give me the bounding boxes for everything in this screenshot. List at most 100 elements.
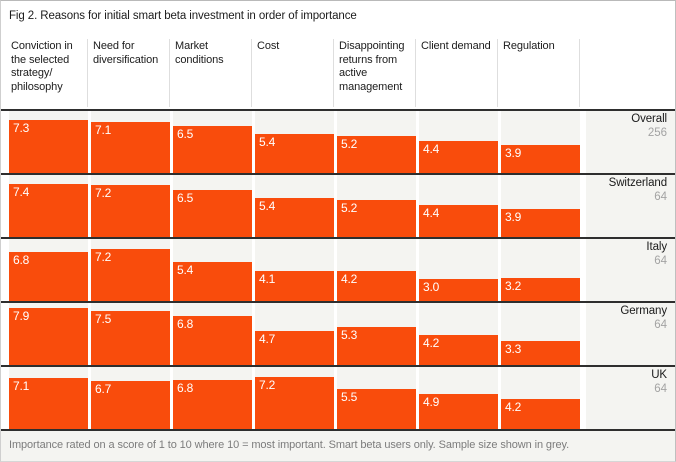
cell-background: 7.1 — [91, 111, 170, 173]
row-sample-size: 64 — [654, 319, 667, 331]
cell-background: 5.4 — [173, 239, 252, 301]
cell: 5.4 — [255, 111, 337, 173]
cell-background: 5.2 — [337, 175, 416, 237]
bar-germany-col2: 6.8 — [173, 316, 252, 365]
cell: 7.2 — [91, 239, 173, 301]
bar-value-label: 4.1 — [259, 272, 276, 286]
cell: 4.1 — [255, 239, 337, 301]
cell: 3.2 — [501, 239, 583, 301]
header-label-spacer — [583, 39, 675, 109]
cell: 3.9 — [501, 111, 583, 173]
bar-overall-col3: 5.4 — [255, 134, 334, 173]
bar-value-label: 7.9 — [13, 309, 30, 323]
bar-value-label: 3.9 — [505, 146, 522, 160]
cell: 5.4 — [173, 239, 255, 301]
cell-background: 6.7 — [91, 367, 170, 429]
bar-value-label: 5.5 — [341, 390, 358, 404]
cell: 4.2 — [501, 367, 583, 429]
bar-value-label: 6.5 — [177, 191, 194, 205]
cell: 6.8 — [173, 303, 255, 365]
cell: 7.4 — [9, 175, 91, 237]
row-label: Italy — [646, 241, 667, 253]
column-header-5: Client demand — [419, 39, 501, 109]
bar-overall-col4: 5.2 — [337, 136, 416, 173]
bar-switzerland-col1: 7.2 — [91, 185, 170, 237]
row-label: UK — [651, 369, 667, 381]
bar-switzerland-col5: 4.4 — [419, 205, 498, 237]
bar-value-label: 4.4 — [423, 206, 440, 220]
bar-italy-col4: 4.2 — [337, 271, 416, 301]
bar-value-label: 7.1 — [95, 123, 112, 137]
row-label: Germany — [620, 305, 667, 317]
cell-background: 7.2 — [91, 239, 170, 301]
cell: 3.3 — [501, 303, 583, 365]
row-label-cell: Italy 64 — [586, 239, 675, 301]
row-label-cell: UK 64 — [586, 367, 675, 429]
cell-background: 7.2 — [91, 175, 170, 237]
cell-background: 5.4 — [255, 111, 334, 173]
cell-background: 5.4 — [255, 175, 334, 237]
bar-value-label: 6.8 — [177, 317, 194, 331]
cell-background: 4.2 — [337, 239, 416, 301]
column-header-label: Regulation — [501, 39, 580, 107]
row-sample-size: 64 — [654, 191, 667, 203]
cell: 4.4 — [419, 175, 501, 237]
cell-background: 5.5 — [337, 367, 416, 429]
cell: 6.8 — [9, 239, 91, 301]
bar-value-label: 3.9 — [505, 210, 522, 224]
cell-background: 5.3 — [337, 303, 416, 365]
cell-background: 4.4 — [419, 111, 498, 173]
bar-value-label: 7.2 — [259, 378, 276, 392]
column-header-2: Market conditions — [173, 39, 255, 109]
bar-italy-col1: 7.2 — [91, 249, 170, 301]
cell-background: 7.2 — [255, 367, 334, 429]
cell-background: 4.2 — [419, 303, 498, 365]
bar-germany-col3: 4.7 — [255, 331, 334, 365]
column-header-label: Cost — [255, 39, 334, 107]
row-uk: 7.1 6.7 6.8 7.2 5.5 4.9 4.2 UK 64 — [1, 365, 675, 429]
cell-background: 3.0 — [419, 239, 498, 301]
bar-value-label: 5.4 — [177, 263, 194, 277]
bar-value-label: 7.1 — [13, 379, 30, 393]
column-header-0: Conviction in the selected strategy/ phi… — [9, 39, 91, 109]
cell: 4.2 — [337, 239, 419, 301]
bar-value-label: 7.2 — [95, 186, 112, 200]
bar-germany-col6: 3.3 — [501, 341, 580, 365]
cell-background: 6.8 — [173, 367, 252, 429]
bar-italy-col6: 3.2 — [501, 278, 580, 301]
bar-switzerland-col6: 3.9 — [501, 209, 580, 237]
cell: 5.5 — [337, 367, 419, 429]
label-gutter — [583, 175, 586, 237]
cell: 7.2 — [255, 367, 337, 429]
cell: 5.2 — [337, 175, 419, 237]
cell-background: 3.2 — [501, 239, 580, 301]
bar-value-label: 5.4 — [259, 199, 276, 213]
cell-background: 7.5 — [91, 303, 170, 365]
chart-rows: 7.3 7.1 6.5 5.4 5.2 4.4 3.9 Overall 256 7.4 7.2 6.5… — [1, 109, 675, 429]
label-gutter — [583, 239, 586, 301]
bar-value-label: 6.8 — [13, 253, 30, 267]
cell-background: 6.5 — [173, 111, 252, 173]
cell: 6.5 — [173, 175, 255, 237]
bar-value-label: 7.4 — [13, 185, 30, 199]
row-sample-size: 256 — [647, 127, 667, 139]
cell-background: 4.7 — [255, 303, 334, 365]
bar-value-label: 3.0 — [423, 280, 440, 294]
bar-value-label: 6.5 — [177, 127, 194, 141]
bar-uk-col1: 6.7 — [91, 381, 170, 429]
bar-value-label: 7.5 — [95, 312, 112, 326]
bar-switzerland-col0: 7.4 — [9, 184, 88, 237]
column-header-label: Disappointing returns from active manage… — [337, 39, 416, 107]
bar-value-label: 5.3 — [341, 328, 358, 342]
bar-uk-col0: 7.1 — [9, 378, 88, 429]
cell-background: 7.3 — [9, 111, 88, 173]
bar-value-label: 4.2 — [341, 272, 358, 286]
cell: 7.3 — [9, 111, 91, 173]
bar-italy-col5: 3.0 — [419, 279, 498, 301]
bar-value-label: 3.2 — [505, 279, 522, 293]
column-header-4: Disappointing returns from active manage… — [337, 39, 419, 109]
bar-switzerland-col4: 5.2 — [337, 200, 416, 237]
label-gutter — [583, 111, 586, 173]
label-gutter — [583, 367, 586, 429]
